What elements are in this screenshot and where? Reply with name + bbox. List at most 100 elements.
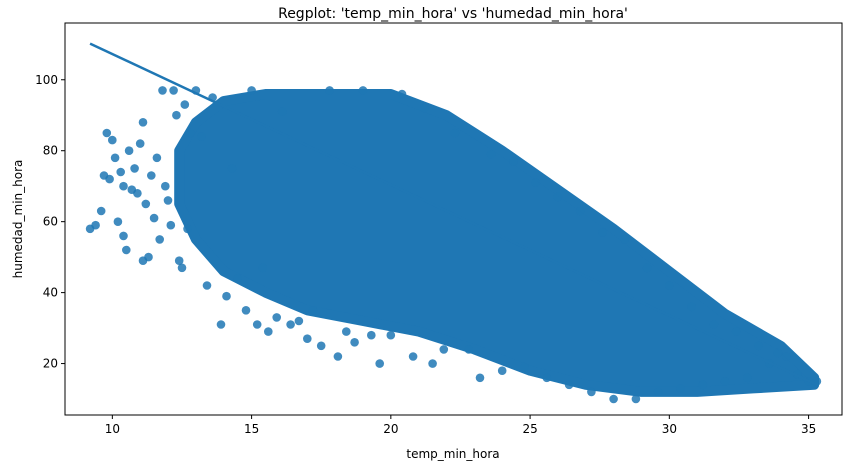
scatter-point — [367, 330, 376, 340]
scatter-point — [428, 359, 437, 368]
scatter-point — [161, 181, 170, 191]
scatter-point — [110, 153, 120, 163]
scatter-point — [135, 139, 145, 148]
scatter-point — [773, 348, 783, 358]
scatter-point — [665, 281, 674, 290]
x-tick-label: 25 — [522, 422, 537, 436]
scatter-point — [96, 206, 106, 216]
x-axis-label: temp_min_hora — [406, 447, 499, 461]
scatter-point — [166, 220, 176, 230]
scatter-point — [152, 153, 162, 163]
scatter-point — [163, 196, 173, 205]
scatter-point — [247, 86, 256, 95]
scatter-point — [350, 338, 359, 347]
x-tick-label: 20 — [383, 422, 398, 436]
scatter-point — [105, 174, 114, 184]
scatter-point — [486, 150, 496, 159]
scatter-point — [308, 306, 318, 315]
regression-line — [89, 42, 818, 386]
scatter-point — [144, 252, 153, 262]
scatter-point — [113, 217, 123, 226]
y-tick-label: 100 — [35, 73, 58, 87]
scatter-point — [620, 235, 630, 244]
scatter-point — [676, 384, 685, 393]
scatter-point — [587, 387, 596, 397]
scatter-point — [464, 345, 474, 354]
scatter-point — [731, 327, 741, 336]
scatter-point — [172, 110, 181, 120]
scatter-point — [631, 394, 641, 404]
scatter-point — [258, 263, 268, 273]
scatter-point — [575, 206, 585, 216]
scatter-point — [147, 171, 156, 180]
scatter-point — [119, 231, 128, 241]
y-tick-label: 40 — [43, 286, 58, 300]
scatter-point — [272, 313, 282, 322]
scatter-point — [227, 164, 237, 173]
axes-frame — [64, 22, 843, 416]
scatter-point — [531, 178, 540, 187]
scatter-point — [475, 373, 485, 383]
scatter-point — [294, 316, 304, 326]
scatter-point — [197, 132, 206, 141]
scatter-point — [141, 199, 151, 209]
scatter-point — [609, 394, 618, 404]
scatter-point — [155, 235, 164, 244]
scatter-point — [598, 228, 607, 237]
scatter-point — [698, 380, 708, 390]
scatter-point — [333, 352, 343, 361]
chart-title: Regplot: 'temp_min_hora' vs 'humedad_min… — [278, 6, 628, 22]
scatter-point — [397, 89, 407, 99]
y-tick-label: 20 — [43, 357, 58, 371]
scatter-point — [122, 245, 131, 255]
scatter-point — [653, 387, 663, 397]
scatter-point — [687, 302, 696, 312]
x-tick-label: 10 — [105, 422, 120, 436]
scatter-point — [149, 213, 159, 223]
scatter-point — [709, 320, 719, 329]
scatter-point — [743, 373, 752, 383]
plot-area — [85, 42, 822, 404]
scatter-point — [102, 128, 112, 138]
x-tick-label: 30 — [662, 422, 677, 436]
scatter-point — [642, 263, 652, 273]
scatter-point — [222, 291, 231, 301]
scatter-point — [177, 263, 187, 273]
scatter-point — [450, 128, 460, 138]
y-tick-label: 60 — [43, 215, 58, 229]
scatter-point — [174, 256, 184, 266]
scatter-point — [520, 362, 529, 372]
scatter-point — [386, 330, 396, 340]
scatter-point — [186, 128, 195, 138]
scatter-point — [124, 146, 134, 155]
y-axis-label: humedad_min_hora — [11, 160, 25, 279]
scatter-point — [202, 281, 212, 290]
scatter-point — [180, 100, 190, 109]
scatter-point — [509, 157, 518, 166]
scatter-point — [439, 345, 449, 354]
scatter-point — [754, 341, 763, 351]
y-tick-label: 80 — [43, 144, 58, 158]
scatter-point — [138, 118, 148, 127]
scatter-point — [542, 373, 552, 383]
scatter-point — [553, 192, 563, 202]
x-axis: 10 15 20 25 30 35 — [105, 415, 816, 436]
dense-scatter-region — [174, 89, 820, 397]
scatter-point — [358, 86, 368, 95]
scatter-point — [233, 274, 242, 283]
scatter-point — [130, 164, 139, 173]
scatter-point — [169, 86, 178, 95]
scatter-point — [116, 167, 125, 177]
scatter-point — [241, 306, 251, 315]
scatter-point — [119, 181, 128, 191]
scatter-point — [342, 327, 351, 336]
y-axis: 20 40 60 80 100 — [35, 73, 65, 371]
scatter-point — [303, 334, 312, 344]
scatter-point — [420, 103, 429, 113]
scatter-point — [286, 320, 295, 329]
x-tick-label: 35 — [801, 422, 816, 436]
scatter-point — [133, 189, 142, 198]
scatter-point — [158, 86, 167, 95]
scatter-point — [252, 320, 262, 329]
